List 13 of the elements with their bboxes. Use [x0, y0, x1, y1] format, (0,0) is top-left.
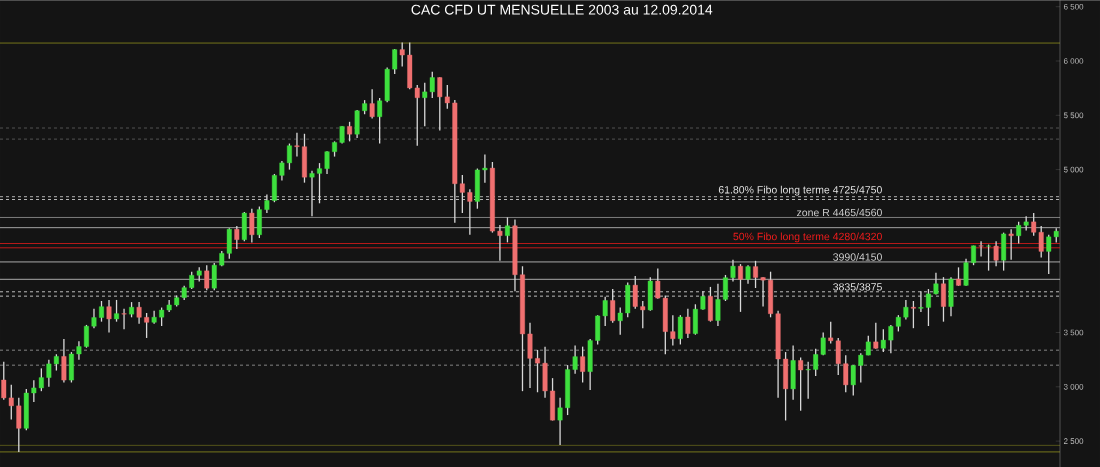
- y-tick-label: 6 500: [1063, 3, 1084, 10]
- y-tick-label: 3 500: [1063, 329, 1084, 336]
- y-tick-label: 3 000: [1063, 383, 1084, 390]
- chart-title: CAC CFD UT MENSUELLE 2003 au 12.09.2014: [411, 4, 713, 15]
- y-tick-label: 5 000: [1063, 166, 1084, 173]
- ref-line-label: 3835/3875: [833, 282, 882, 291]
- y-tick-label: 5 500: [1063, 112, 1084, 118]
- ref-line-label: 3990/4150: [833, 252, 882, 261]
- ref-line-label: 61.80% Fibo long terme 4725/4750: [718, 185, 882, 196]
- y-tick-label: 6 000: [1063, 57, 1084, 64]
- ref-line-label: 50% Fibo long terme 4280/4320: [733, 232, 882, 243]
- y-tick-label: 2 500: [1063, 438, 1084, 444]
- ref-line-label: zone R 4465/4560: [796, 208, 882, 217]
